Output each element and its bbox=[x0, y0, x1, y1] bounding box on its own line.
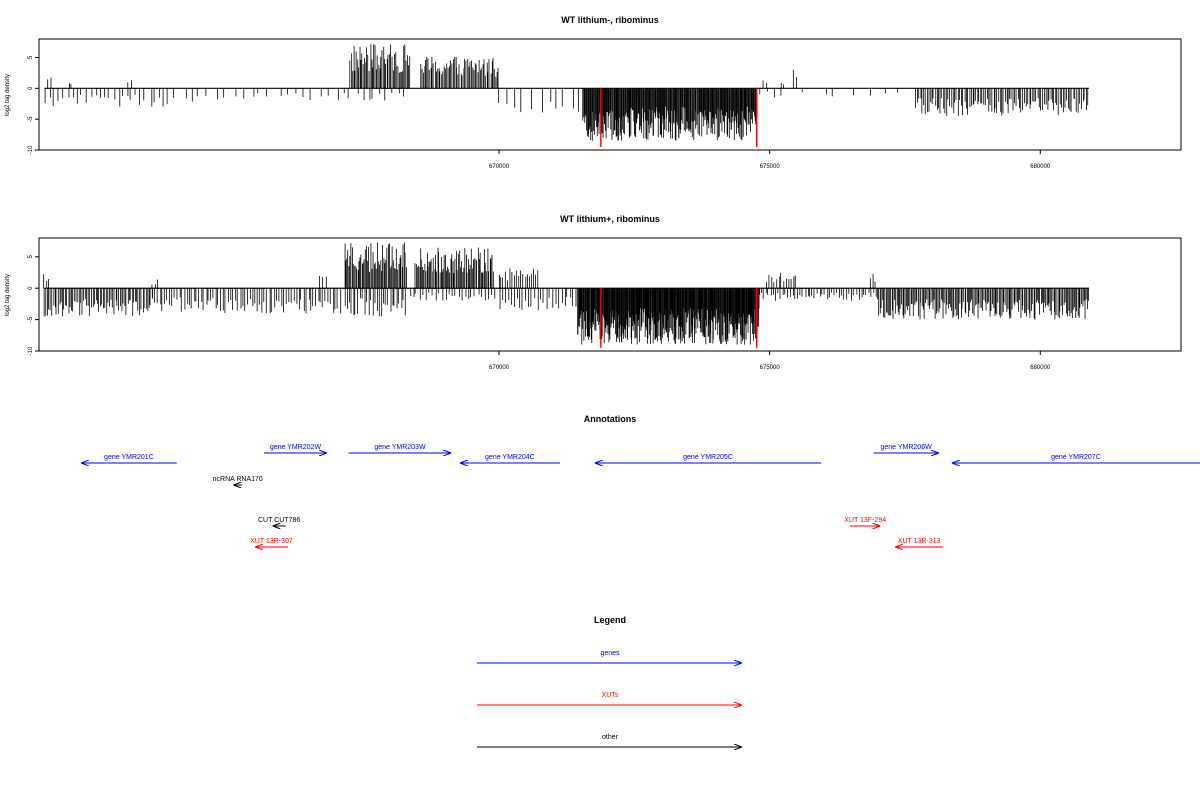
feature-label: XUT 13F-294 bbox=[844, 517, 886, 524]
y-tick-label: -10 bbox=[28, 145, 34, 154]
plot-frame bbox=[38, 237, 1182, 352]
feature-label: gene YMR201C bbox=[104, 454, 154, 461]
feature-label: gene YMR206W bbox=[880, 444, 932, 451]
feature-gene-ymr206w: gene YMR206W bbox=[873, 444, 939, 453]
feature-label: gene YMR203W bbox=[374, 444, 426, 451]
x-tick-label: 670000 bbox=[489, 365, 510, 371]
feature-gene-ymr205c: gene YMR205C bbox=[594, 454, 822, 463]
red-marker-lines bbox=[600, 88, 758, 147]
feature-gene-ymr202w: gene YMR202W bbox=[263, 444, 328, 453]
y-ticks: -10 -5 0 5 bbox=[28, 255, 39, 355]
y-tick-label: -5 bbox=[28, 316, 34, 322]
y-tick-label: 5 bbox=[28, 255, 34, 259]
feature-arrows: gene YMR201C gene YMR202W gene YMR203W gene… bbox=[81, 444, 1200, 547]
feature-label: gene YMR205C bbox=[683, 454, 733, 461]
panel-title: WT lithium+, ribominus bbox=[560, 214, 660, 224]
y-axis-label: log2 tag density bbox=[5, 74, 11, 116]
density-bars-plus bbox=[43, 242, 876, 289]
y-tick-label: 0 bbox=[28, 86, 34, 90]
track-panel-lithium-plus: WT lithium+, ribominus log2 tag density … bbox=[5, 214, 1182, 371]
feature-xut-13r-313: XUT 13R-313 bbox=[895, 538, 944, 547]
plot-frame bbox=[38, 38, 1182, 151]
x-ticks: 670000 675000 680000 bbox=[489, 150, 1051, 170]
density-bars-minus bbox=[44, 88, 1089, 141]
x-tick-label: 675000 bbox=[760, 164, 781, 170]
legend-title: Legend bbox=[594, 615, 626, 625]
feature-gene-ymr203w: gene YMR203W bbox=[348, 444, 452, 453]
annotations-title: Annotations bbox=[584, 414, 637, 424]
y-tick-label: 5 bbox=[28, 55, 34, 59]
x-tick-label: 680000 bbox=[1030, 365, 1051, 371]
y-axis-label: log2 tag density bbox=[5, 274, 11, 316]
feature-xut-13f-294: XUT 13F-294 bbox=[844, 517, 886, 526]
x-tick-label: 675000 bbox=[760, 365, 781, 371]
feature-label: gene YMR207C bbox=[1051, 454, 1101, 461]
legend-label: genes bbox=[600, 650, 620, 657]
y-tick-label: -10 bbox=[28, 346, 34, 355]
feature-ncrna-rna170: ncRNA RNA170 bbox=[213, 476, 263, 485]
red-marker-lines bbox=[600, 288, 758, 348]
density-bars-minus bbox=[43, 288, 1089, 345]
feature-gene-ymr204c: gene YMR204C bbox=[459, 454, 560, 463]
density-bars-plus bbox=[47, 44, 797, 89]
feature-label: XUT 13R-313 bbox=[898, 538, 941, 545]
panel-title: WT lithium-, ribominus bbox=[561, 15, 659, 25]
legend-entry-xuts: XUTs bbox=[477, 692, 742, 705]
track-panel-lithium-minus: WT lithium-, ribominus log2 tag density … bbox=[5, 15, 1182, 170]
feature-label: CUT CUT786 bbox=[258, 517, 300, 524]
x-ticks: 670000 675000 680000 bbox=[489, 351, 1051, 371]
feature-label: gene YMR202W bbox=[270, 444, 322, 451]
y-tick-label: -5 bbox=[28, 116, 34, 122]
feature-xut-13r-307: XUT 13R-307 bbox=[250, 538, 293, 547]
x-tick-label: 670000 bbox=[489, 164, 510, 170]
legend-entries: genes XUTs other bbox=[477, 650, 742, 747]
feature-gene-ymr201c: gene YMR201C bbox=[81, 454, 177, 463]
feature-label: gene YMR204C bbox=[485, 454, 535, 461]
x-tick-label: 680000 bbox=[1030, 164, 1051, 170]
feature-label: ncRNA RNA170 bbox=[213, 476, 263, 483]
feature-gene-ymr207c: gene YMR207C bbox=[951, 454, 1200, 463]
y-tick-label: 0 bbox=[28, 286, 34, 290]
y-ticks: -10 -5 0 5 bbox=[28, 55, 39, 154]
legend-label: other bbox=[602, 734, 619, 741]
legend-panel: Legend genes XUTs other bbox=[477, 615, 742, 747]
legend-entry-other: other bbox=[477, 734, 742, 747]
legend-label: XUTs bbox=[602, 692, 619, 699]
feature-cut-cut786: CUT CUT786 bbox=[258, 517, 300, 526]
feature-label: XUT 13R-307 bbox=[250, 538, 293, 545]
legend-entry-genes: genes bbox=[477, 650, 742, 663]
